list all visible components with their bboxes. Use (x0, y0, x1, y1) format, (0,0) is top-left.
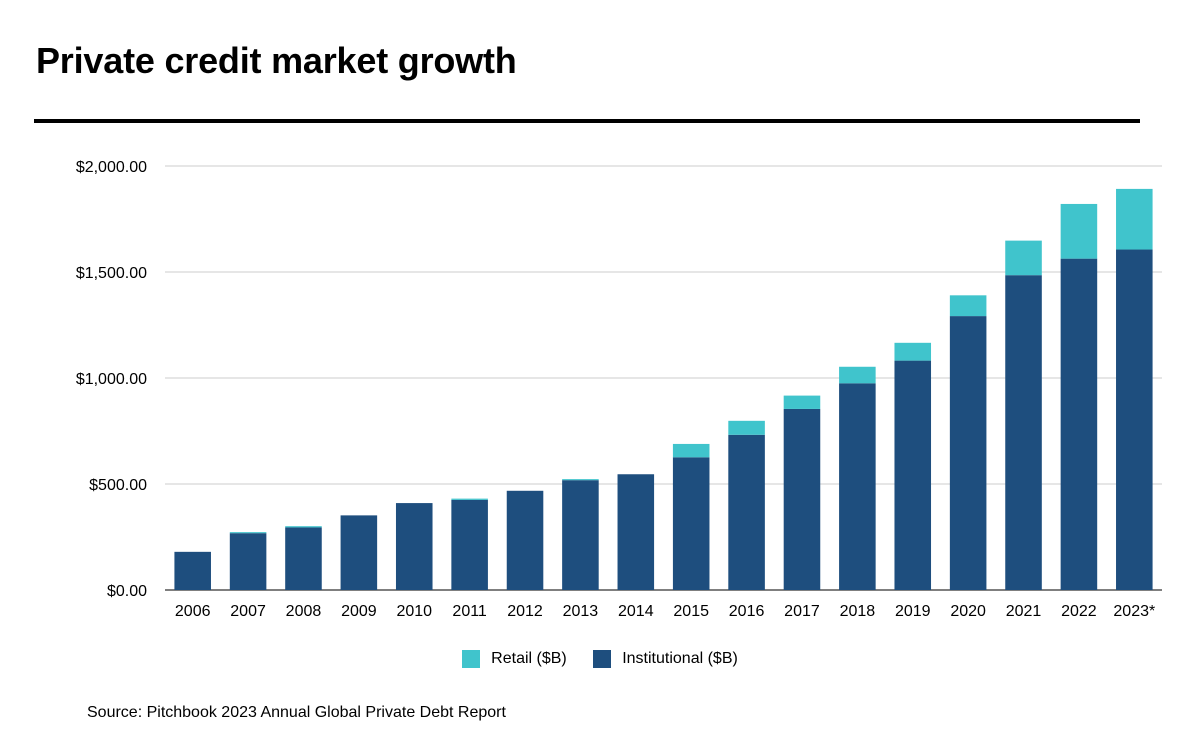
bar-institutional (617, 474, 655, 590)
bar-retail (285, 526, 322, 528)
gridlines (165, 165, 1162, 591)
stacked-bar-chart: $0.00$500.00$1,000.00$1,500.00$2,000.00 … (76, 159, 1162, 620)
x-tick-label: 2015 (673, 603, 709, 620)
x-tick-label: 2017 (784, 603, 820, 620)
bar-institutional (229, 533, 267, 590)
bar-institutional (949, 316, 987, 590)
source-note: Source: Pitchbook 2023 Annual Global Pri… (87, 704, 506, 721)
bar-retail (894, 342, 932, 361)
y-tick-label: $2,000.00 (76, 159, 147, 176)
y-axis-ticks: $0.00 $500.00 $1,000.00 $1,500.00 $2,000.00 (76, 159, 147, 600)
bar-retail (562, 479, 599, 481)
bar-retail (1005, 240, 1042, 276)
bar-retail (229, 532, 267, 534)
bar-institutional (1116, 249, 1153, 590)
legend-item-institutional: Institutional ($B) (593, 650, 738, 668)
x-tick-label: 2019 (895, 603, 931, 620)
legend-swatch-institutional (593, 650, 612, 668)
bar-institutional (1060, 258, 1098, 590)
x-tick-label: 2013 (563, 603, 599, 620)
x-tick-label: 2014 (618, 603, 654, 620)
bar-institutional (340, 515, 378, 590)
x-tick-label: 2021 (1006, 603, 1042, 620)
bar-retail (451, 498, 488, 500)
y-tick-label: $0.00 (107, 583, 147, 600)
bar-institutional (672, 457, 710, 590)
legend-swatch-retail (462, 650, 481, 668)
y-tick-label: $1,500.00 (76, 265, 147, 282)
bar-retail (949, 295, 987, 317)
bar-retail (1060, 203, 1098, 259)
bar-institutional (562, 480, 599, 590)
x-tick-label: 2007 (230, 603, 266, 620)
x-axis-ticks: 2006 2007 2008 2009 2010 2011 2012 2013 2014 2015… (175, 603, 1155, 620)
bar-retail (1116, 188, 1153, 250)
bar-institutional (174, 551, 211, 590)
chart-title: Private credit market growth (36, 40, 517, 81)
y-tick-label: $1,000.00 (76, 371, 147, 388)
x-tick-label: 2023* (1113, 603, 1155, 620)
x-tick-label: 2010 (396, 603, 432, 620)
legend-label-retail: Retail ($B) (491, 650, 567, 667)
x-tick-label: 2020 (950, 603, 986, 620)
bar-retail (783, 395, 821, 409)
y-tick-label: $500.00 (89, 477, 147, 494)
x-tick-label: 2006 (175, 603, 211, 620)
legend-label-institutional: Institutional ($B) (622, 650, 738, 667)
bar-retail (672, 443, 710, 458)
bar-retail (728, 420, 765, 435)
bar-retail (839, 366, 876, 384)
bar-institutional (783, 408, 821, 590)
x-tick-label: 2008 (286, 603, 322, 620)
bar-institutional (839, 383, 876, 590)
bar-institutional (451, 499, 488, 590)
title-divider (34, 119, 1140, 123)
bar-institutional (285, 527, 322, 590)
bar-institutional (395, 503, 433, 590)
x-tick-label: 2018 (840, 603, 876, 620)
bars (174, 188, 1153, 590)
legend-item-retail: Retail ($B) (462, 650, 567, 668)
bar-institutional (506, 490, 544, 590)
x-tick-label: 2016 (729, 603, 765, 620)
x-tick-label: 2012 (507, 603, 543, 620)
bar-institutional (894, 360, 932, 590)
bar-institutional (1005, 275, 1042, 590)
bar-institutional (728, 434, 765, 590)
legend: Retail ($B) Institutional ($B) (0, 650, 1200, 673)
x-tick-label: 2011 (452, 603, 487, 620)
x-tick-label: 2009 (341, 603, 377, 620)
x-tick-label: 2022 (1061, 603, 1097, 620)
